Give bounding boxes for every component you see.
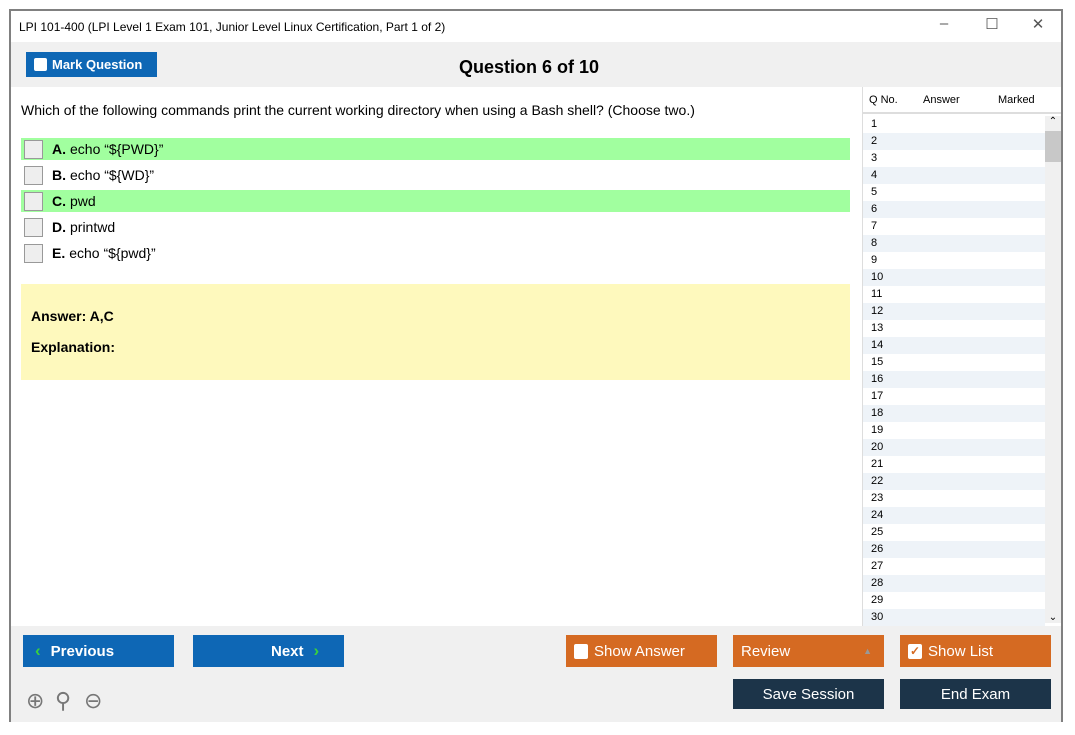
list-row[interactable]: 17 [871,390,884,402]
scroll-thumb[interactable] [1045,131,1061,162]
option-checkbox[interactable] [24,191,43,211]
col-answer[interactable]: Answer [923,93,960,106]
header: Mark Question Question 6 of 10 [11,42,1061,87]
question-text: Which of the following commands print th… [21,102,695,118]
list-scrollbar[interactable]: ⌃ ⌄ [1045,116,1061,623]
scroll-down-icon[interactable]: ⌄ [1048,612,1058,623]
list-row[interactable]: 26 [863,541,1045,558]
list-row[interactable]: 23 [871,492,884,504]
list-row[interactable]: 27 [871,560,884,572]
option-checkbox[interactable] [24,243,43,263]
title-bar: LPI 101-400 (LPI Level 1 Exam 101, Junio… [11,11,1061,42]
option-text: echo “${WD}” [70,167,155,183]
list-row[interactable]: 22 [863,473,1045,490]
question-list: Q No. Answer Marked 1 2 3 4 5 6 7 8 9 10 11 12 13 14 1… [862,87,1061,627]
list-row[interactable]: 7 [871,220,878,232]
list-row[interactable]: 18 [863,405,1045,422]
option-e[interactable]: E. echo “${pwd}” [21,242,850,264]
list-row[interactable]: 5 [871,186,878,198]
list-row[interactable]: 1 [871,118,878,130]
list-header: Q No. Answer Marked [863,87,1061,114]
review-dropdown[interactable]: Review ▲ [733,635,884,667]
option-checkbox[interactable] [24,165,43,185]
footer: ‹ Previous Next › Show Answer Review ▲ ✓ Sho… [11,626,1061,722]
chevron-left-icon: ‹ [35,641,41,660]
list-row[interactable]: 10 [863,269,1045,286]
checkbox-icon [34,58,47,71]
question-title: Question 6 of 10 [459,57,600,77]
zoom-reset-icon[interactable]: ⚲ [55,688,72,713]
checkbox-icon [574,643,588,659]
answer-panel: Answer: A,C Explanation: [21,284,850,380]
list-row[interactable]: 4 [863,167,1045,184]
option-checkbox[interactable] [24,139,43,159]
list-row[interactable]: 9 [871,254,878,266]
list-row[interactable]: 2 [863,133,1045,150]
end-exam-button[interactable]: End Exam [900,679,1051,709]
review-label: Review [741,642,791,660]
option-letter: B. [52,167,66,183]
list-row[interactable]: 8 [863,235,1045,252]
list-row[interactable]: 29 [871,594,884,606]
list-row[interactable]: 16 [863,371,1045,388]
option-letter: A. [52,141,66,157]
option-b[interactable]: B. echo “${WD}” [21,164,850,186]
scroll-up-icon[interactable]: ⌃ [1048,116,1058,127]
list-row[interactable]: 19 [871,424,884,436]
option-text: echo “${PWD}” [70,141,164,157]
option-d[interactable]: D. printwd [21,216,850,238]
list-row[interactable]: 12 [863,303,1045,320]
explanation-label: Explanation: [31,339,116,355]
col-marked[interactable]: Marked [998,93,1035,106]
option-a[interactable]: A. echo “${PWD}” [21,138,850,160]
show-answer-label: Show Answer [594,642,685,660]
col-qno[interactable]: Q No. [869,93,898,106]
option-text: pwd [70,193,96,209]
list-row[interactable]: 24 [863,507,1045,524]
minimize-icon[interactable]: – [939,15,949,32]
list-row[interactable]: 20 [863,439,1045,456]
maximize-icon[interactable]: ☐ [985,16,999,33]
option-letter: E. [52,245,66,261]
previous-label: Previous [50,642,115,660]
show-list-label: Show List [928,642,994,660]
previous-button[interactable]: ‹ Previous [23,635,174,667]
app-window: LPI 101-400 (LPI Level 1 Exam 101, Junio… [9,9,1063,722]
list-row[interactable]: 14 [863,337,1045,354]
caret-up-icon: ▲ [863,646,872,656]
option-text: printwd [70,219,116,235]
list-row[interactable]: 21 [871,458,884,470]
list-row[interactable]: 30 [863,609,1045,626]
list-row[interactable]: 6 [863,201,1045,218]
list-row[interactable]: 25 [871,526,884,538]
show-answer-button[interactable]: Show Answer [566,635,717,667]
option-letter: D. [52,219,66,235]
zoom-in-icon[interactable]: ⊕ [26,688,45,713]
next-label: Next [271,642,304,660]
chevron-right-icon: › [313,641,320,660]
save-session-button[interactable]: Save Session [733,679,884,709]
window-title: LPI 101-400 (LPI Level 1 Exam 101, Junio… [19,20,446,34]
show-list-button[interactable]: ✓ Show List [900,635,1051,667]
list-row[interactable]: 28 [863,575,1045,592]
list-row[interactable]: 3 [871,152,878,164]
list-row[interactable]: 13 [871,322,884,334]
mark-question-button[interactable]: Mark Question [26,52,157,77]
answer-text: Answer: A,C [31,308,114,324]
option-checkbox[interactable] [24,217,43,237]
option-text: echo “${pwd}” [69,245,156,261]
next-button[interactable]: Next › [193,635,344,667]
option-letter: C. [52,193,66,209]
list-row[interactable]: 11 [871,288,883,300]
close-icon[interactable]: ✕ [1031,16,1045,33]
mark-label: Mark Question [52,57,143,72]
list-row[interactable]: 15 [871,356,884,368]
option-c[interactable]: C. pwd [21,190,850,212]
zoom-out-icon[interactable]: ⊖ [84,688,103,713]
checkmark-icon: ✓ [908,643,922,659]
